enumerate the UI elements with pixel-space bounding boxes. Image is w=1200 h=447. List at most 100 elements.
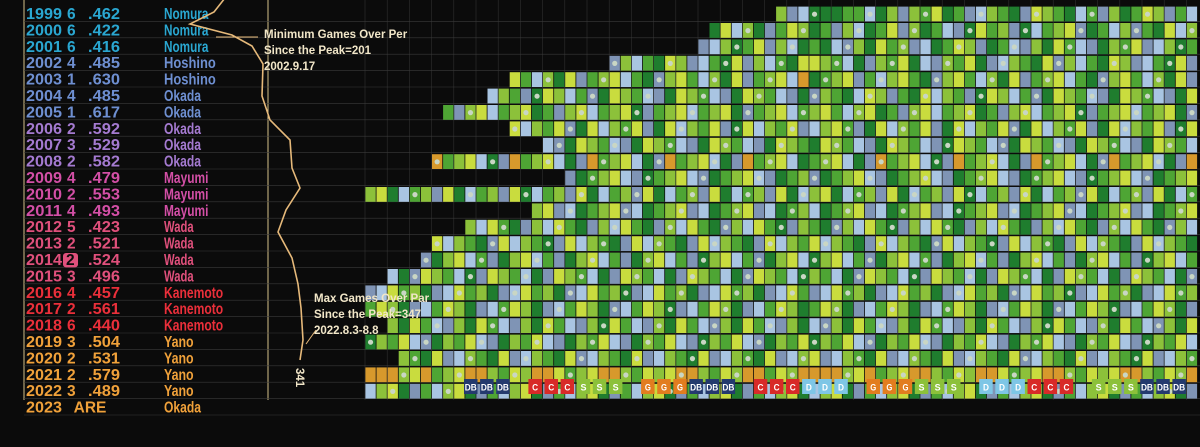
game-marker — [534, 93, 540, 99]
game-cell — [931, 23, 942, 38]
season-rank: 2 — [67, 121, 76, 138]
season-row: 2008 2.582 Okada — [24, 154, 1200, 171]
game-marker — [767, 77, 773, 83]
game-cell — [509, 269, 520, 284]
season-rank: 4 — [67, 88, 76, 105]
game-cell — [365, 285, 376, 301]
game-cell — [1064, 236, 1075, 251]
game-cell — [1064, 55, 1075, 71]
game-marker — [1189, 192, 1195, 198]
game-cell — [787, 105, 798, 120]
game-cell — [576, 219, 587, 235]
game-cell — [742, 219, 754, 235]
game-cell — [876, 203, 887, 219]
game-cell — [987, 187, 998, 202]
game-cell — [698, 121, 709, 137]
game-marker — [501, 306, 507, 312]
game-cell — [620, 219, 631, 235]
game-marker — [856, 192, 862, 198]
season-win-pct: .561 — [88, 301, 120, 318]
game-cell — [476, 269, 487, 284]
game-cell — [420, 351, 432, 366]
opponent-badge — [947, 379, 961, 394]
game-cell — [1164, 252, 1175, 268]
game-cell — [520, 383, 532, 399]
game-marker — [934, 241, 940, 247]
game-cell — [509, 252, 520, 268]
game-cell — [731, 318, 742, 333]
season-win-pct: .457 — [88, 285, 120, 302]
season-row: 2006 2.592 Okada — [24, 121, 1200, 138]
game-cell — [487, 285, 498, 301]
game-marker — [645, 257, 651, 263]
game-cell — [1064, 137, 1075, 153]
game-cell — [798, 301, 809, 317]
game-cell — [720, 203, 731, 219]
game-cell — [920, 301, 931, 317]
game-cell — [420, 301, 432, 317]
game-cell — [465, 285, 476, 301]
game-cell — [987, 269, 998, 284]
game-cell — [1142, 236, 1153, 251]
game-cell — [987, 23, 998, 38]
game-cell — [676, 72, 687, 87]
game-cell — [409, 383, 421, 399]
game-cell — [709, 334, 720, 350]
game-cell — [1053, 269, 1064, 284]
opponent-badge — [979, 379, 993, 394]
game-marker — [545, 241, 551, 247]
game-cell — [665, 170, 676, 186]
game-cell — [543, 269, 554, 284]
game-cell — [609, 154, 620, 169]
game-cell — [1053, 351, 1064, 366]
game-cell — [887, 39, 898, 55]
game-cell — [1153, 252, 1164, 268]
game-cell — [998, 154, 1009, 169]
game-cell — [975, 236, 987, 251]
game-cell — [1042, 334, 1053, 350]
game-cell — [665, 252, 676, 268]
game-cell — [1131, 6, 1142, 22]
game-marker — [845, 208, 851, 214]
game-cell — [831, 39, 842, 55]
game-marker — [934, 159, 940, 165]
season-rank: 3 — [67, 268, 76, 285]
game-cell — [1020, 154, 1031, 169]
game-cell — [831, 121, 842, 137]
game-cell — [1086, 301, 1098, 317]
game-cell — [543, 219, 554, 235]
game-cell — [998, 170, 1009, 186]
game-marker — [1133, 28, 1140, 34]
game-cell — [543, 367, 554, 383]
game-cell — [942, 334, 953, 350]
season-win-pct: .531 — [88, 350, 120, 367]
game-cell — [565, 187, 576, 202]
game-marker — [1067, 290, 1073, 296]
game-cell — [1053, 88, 1064, 104]
game-cell — [798, 367, 809, 383]
game-marker — [1189, 356, 1195, 362]
season-manager: Okada — [164, 154, 201, 171]
game-cell — [964, 39, 976, 55]
game-cell — [720, 252, 731, 268]
season-manager: Mayumi — [164, 170, 208, 187]
game-marker — [967, 274, 973, 280]
game-cell — [1153, 301, 1164, 317]
game-cell — [1042, 301, 1053, 317]
opponent-badge — [1091, 379, 1106, 394]
game-cell — [765, 334, 776, 350]
game-cell — [1053, 318, 1064, 333]
game-cell — [953, 301, 964, 317]
game-cell — [1109, 121, 1120, 137]
game-cell — [1164, 88, 1175, 104]
game-cell — [687, 318, 698, 333]
game-cell — [887, 367, 898, 383]
game-cell — [432, 269, 443, 284]
game-cell — [631, 383, 643, 399]
game-cell — [1031, 39, 1042, 55]
game-cell — [964, 55, 976, 71]
opponent-label: D — [806, 383, 812, 394]
game-cell — [753, 55, 765, 71]
game-marker — [1000, 60, 1006, 66]
game-cell — [432, 285, 443, 301]
